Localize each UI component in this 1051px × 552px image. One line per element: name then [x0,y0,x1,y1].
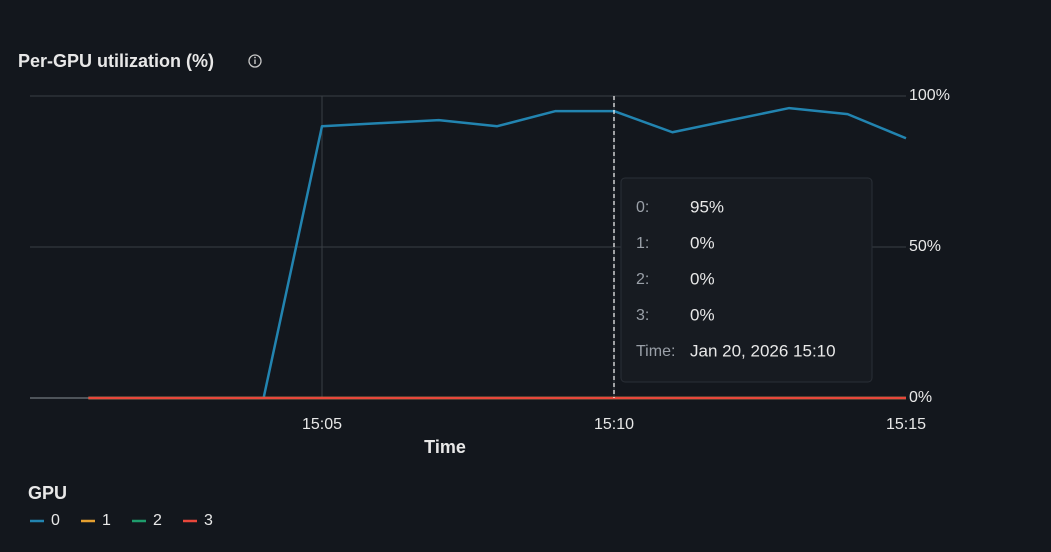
tooltip-time: Jan 20, 2026 15:10 [690,341,836,360]
info-dot [254,56,256,59]
legend-item[interactable]: 2 [132,512,162,529]
x-tick-label: 15:15 [886,416,926,433]
y-tick-label: 100% [909,87,950,104]
legend-item[interactable]: 3 [183,512,213,529]
legend-item[interactable]: 1 [81,512,111,529]
tooltip-value: 0% [690,305,715,324]
tooltip-label: 1: [636,235,649,252]
tooltip-time-label: Time: [636,343,675,360]
legend-title: GPU [28,483,67,503]
legend-item[interactable]: 0 [30,512,60,529]
info-icon[interactable] [248,54,262,68]
legend-label: 0 [51,512,60,529]
tooltip-label: 2: [636,271,649,288]
x-axis-label: Time [424,437,466,457]
y-tick-label: 0% [909,389,932,406]
tooltip-label: 3: [636,307,649,324]
tooltip-value: 0% [690,269,715,288]
legend-label: 3 [204,512,213,529]
x-tick-label: 15:05 [302,416,342,433]
tooltip-label: 0: [636,199,649,216]
tooltip: 0: 95% 1: 0% 2: 0% 3: 0% Time: Jan 20, 2026 15:10 [620,177,873,383]
chart-title: Per-GPU utilization (%) [18,51,214,71]
legend-label: 1 [102,512,111,529]
legend-label: 2 [153,512,162,529]
y-tick-label: 50% [909,238,941,255]
x-tick-label: 15:10 [594,416,634,433]
tooltip-value: 95% [690,197,724,216]
tooltip-value: 0% [690,233,715,252]
info-circle [248,54,262,68]
tooltip-box [620,177,873,383]
